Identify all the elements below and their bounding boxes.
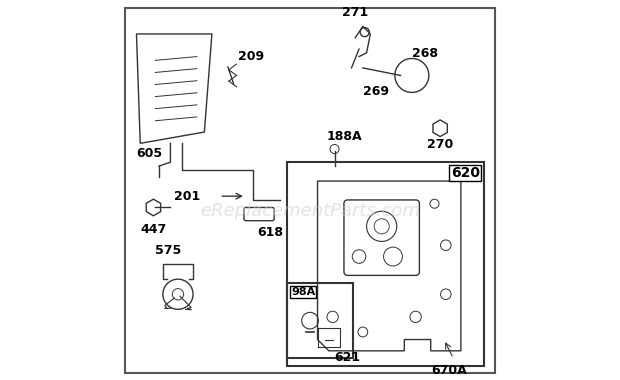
Text: 271: 271: [342, 6, 368, 19]
Text: 447: 447: [140, 223, 167, 236]
Text: 620: 620: [451, 166, 480, 180]
Text: 201: 201: [174, 190, 201, 203]
Text: 621: 621: [335, 351, 361, 364]
Text: 605: 605: [136, 147, 162, 160]
Text: eReplacementParts.com: eReplacementParts.com: [200, 202, 420, 220]
Text: 98A: 98A: [291, 287, 316, 297]
Bar: [287, 283, 353, 358]
Text: 209: 209: [238, 50, 265, 63]
Text: 269: 269: [363, 85, 389, 98]
Text: 575: 575: [156, 244, 182, 256]
Text: 268: 268: [412, 48, 438, 60]
Bar: [287, 162, 484, 366]
Text: 270: 270: [427, 138, 453, 151]
Text: 618: 618: [257, 226, 283, 239]
Text: 188A: 188A: [327, 130, 363, 143]
Text: 670A: 670A: [432, 364, 467, 377]
